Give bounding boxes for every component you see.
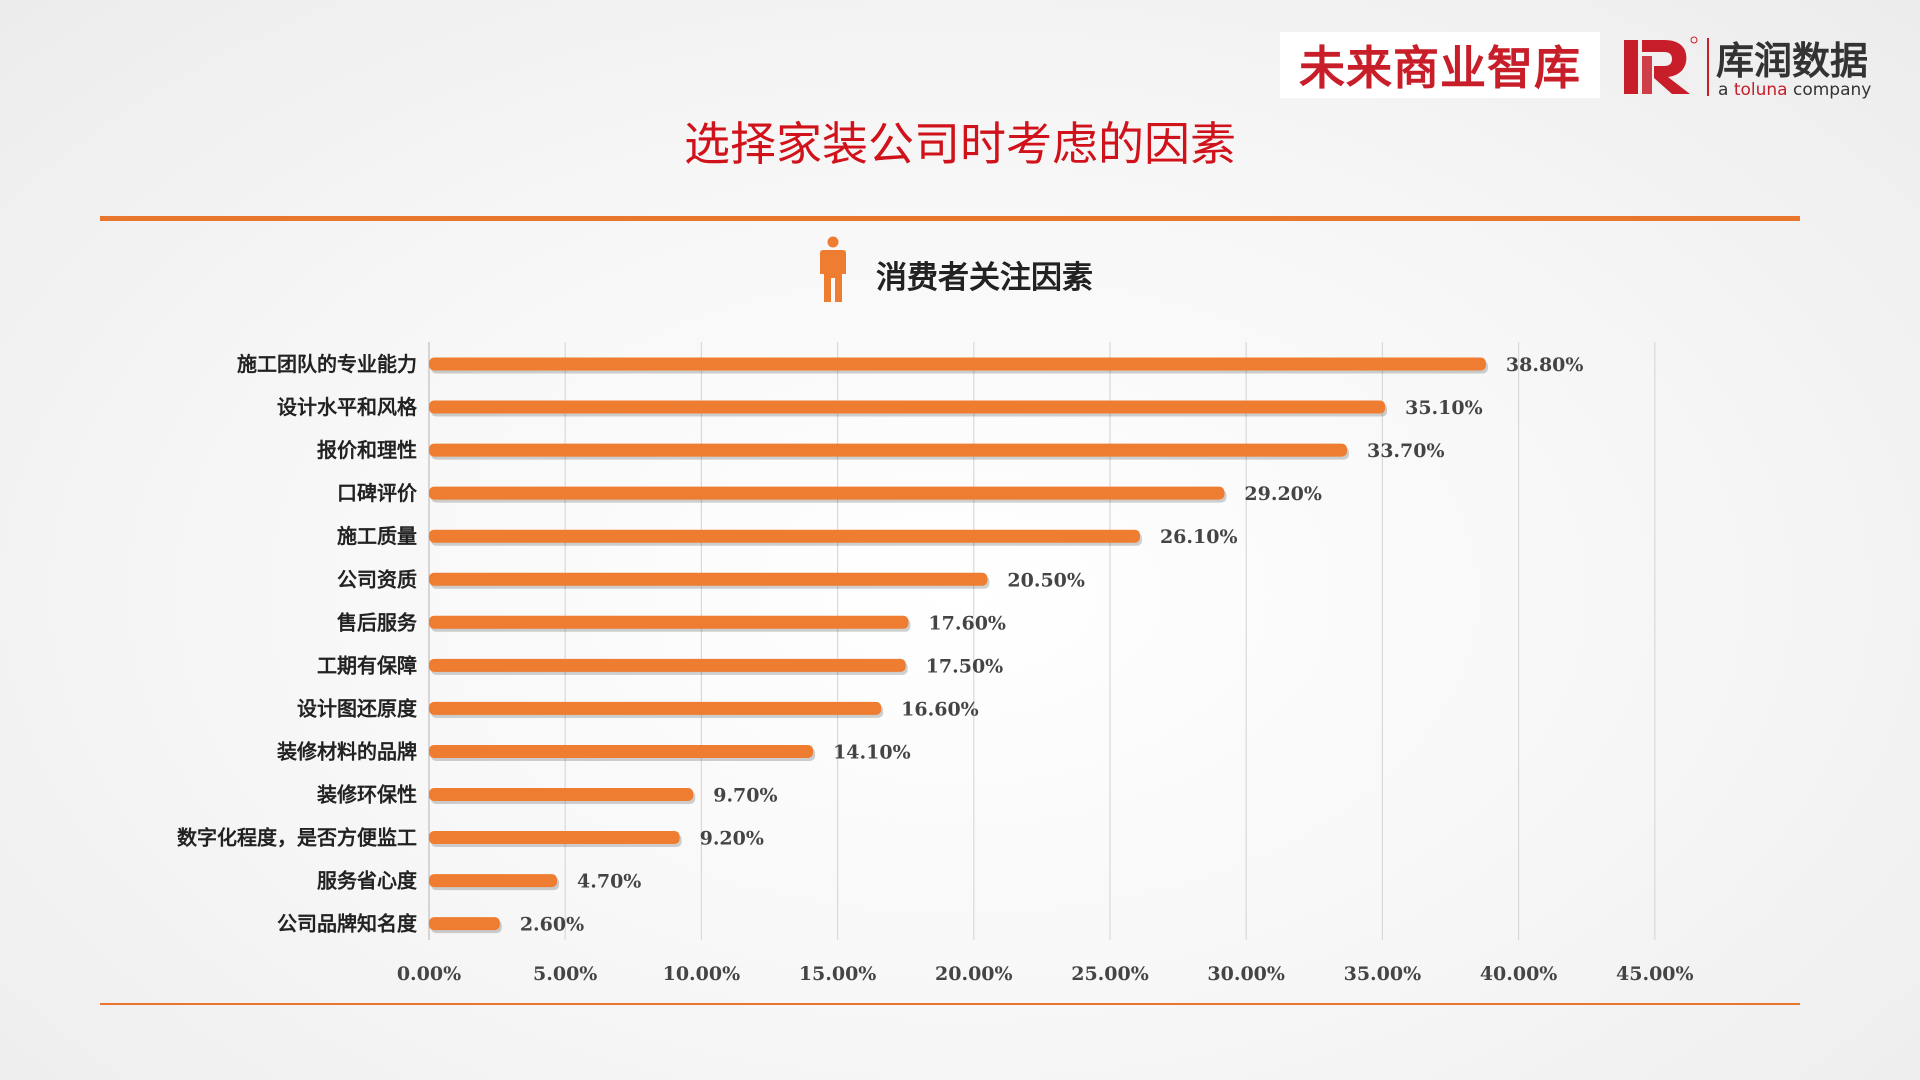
value-label: 4.70% (577, 871, 641, 893)
category-label: 公司品牌知名度 (277, 912, 418, 936)
category-label: 设计图还原度 (297, 696, 418, 720)
kr-logo-icon (1624, 36, 1698, 94)
category-label: 装修环保性 (316, 783, 417, 807)
category-label: 公司资质 (337, 567, 417, 591)
brand-separator (1707, 38, 1709, 96)
category-label: 设计水平和风格 (277, 395, 418, 419)
brand-name: 库润数据 (1716, 39, 1869, 83)
bar (429, 658, 906, 672)
x-tick-label: 20.00% (935, 963, 1013, 985)
bar (429, 874, 558, 888)
value-label: 9.20% (700, 828, 764, 850)
brand-tagline-highlight: toluna (1733, 80, 1788, 100)
category-label: 数字化程度，是否方便监工 (177, 826, 417, 850)
bottom-divider (100, 1003, 1800, 1005)
category-label: 报价和理性 (317, 438, 417, 462)
x-tick-label: 15.00% (799, 963, 877, 985)
x-tick-label: 30.00% (1207, 963, 1285, 985)
bar (429, 917, 500, 931)
grid-lines (428, 342, 1656, 940)
x-axis-ticks: 0.00% 5.00% 10.00% 15.00% 20.00% 25.00% 30.00%… (397, 963, 1694, 985)
brand-tagline-suffix: company (1787, 80, 1872, 100)
value-label: 17.50% (926, 655, 1004, 677)
bar (429, 831, 680, 845)
category-label: 服务省心度 (317, 869, 418, 893)
bar (429, 701, 882, 715)
category-label: 售后服务 (337, 610, 418, 634)
value-label: 38.80% (1506, 354, 1584, 376)
value-labels: 38.80% 35.10% 33.70% 29.20% 26.10% 20.50%17.6… (520, 354, 1584, 936)
page-title: 选择家装公司时考虑的因素 (684, 117, 1236, 171)
value-label: 14.10% (833, 741, 911, 763)
value-label: 16.60% (901, 698, 979, 720)
bar (429, 357, 1486, 371)
x-tick-label: 35.00% (1344, 963, 1422, 985)
top-divider (100, 216, 1800, 221)
bars (429, 357, 1488, 934)
bar (429, 529, 1140, 543)
bar (429, 400, 1386, 414)
x-tick-label: 25.00% (1071, 963, 1149, 985)
x-tick-label: 40.00% (1480, 963, 1558, 985)
category-label: 口碑评价 (337, 481, 418, 505)
value-label: 29.20% (1244, 483, 1322, 505)
logo-text: 未来商业智库 (1299, 41, 1581, 95)
category-label: 施工团队的专业能力 (237, 352, 417, 376)
logo-future-business-think-tank: 未来商业智库 (1280, 32, 1600, 98)
x-tick-label: 5.00% (533, 963, 597, 985)
x-tick-label: 45.00% (1616, 963, 1694, 985)
brand-tagline: a toluna company (1718, 80, 1871, 100)
value-label: 2.60% (520, 914, 584, 936)
bar (429, 486, 1225, 500)
bar (429, 572, 988, 586)
bar (429, 615, 909, 629)
person-icon (820, 236, 846, 302)
value-label: 20.50% (1007, 569, 1085, 591)
value-label: 33.70% (1367, 440, 1445, 462)
category-labels: 施工团队的专业能力设计水平和风格报价和理性口碑评价施工质量公司资质售后服务工期有… (177, 352, 418, 936)
x-tick-label: 0.00% (397, 963, 461, 985)
chart-title: 消费者关注因素 (876, 260, 1093, 296)
x-tick-label: 10.00% (663, 963, 741, 985)
value-label: 26.10% (1160, 526, 1238, 548)
category-label: 装修材料的品牌 (276, 739, 417, 763)
bar (429, 788, 694, 801)
bar (429, 744, 814, 758)
bar (429, 443, 1347, 457)
value-label: 9.70% (713, 785, 777, 807)
brand-tagline-prefix: a (1718, 80, 1734, 100)
value-label: 35.10% (1405, 397, 1483, 419)
category-label: 工期有保障 (317, 653, 417, 677)
category-label: 施工质量 (337, 524, 417, 548)
value-label: 17.60% (928, 612, 1006, 634)
